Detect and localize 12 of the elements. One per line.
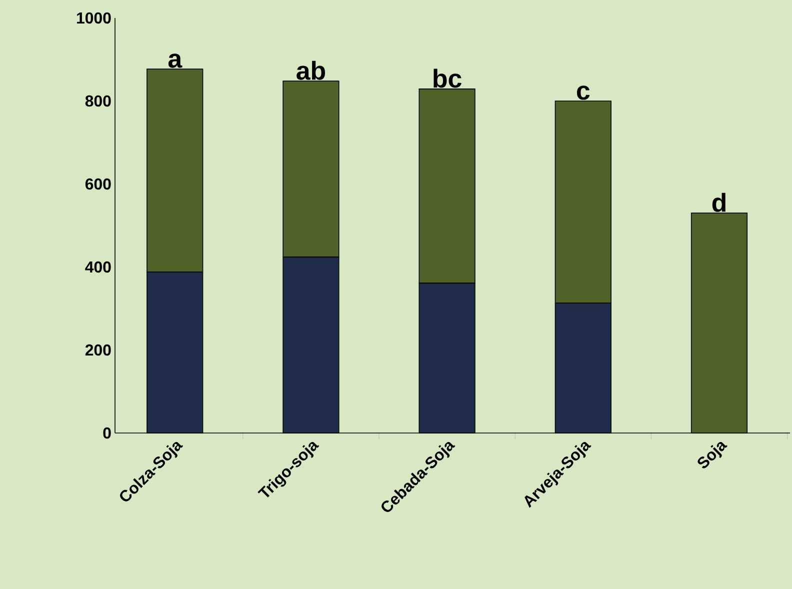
y-tick-label: 800 (85, 95, 111, 107)
y-tick-label: 400 (85, 261, 111, 273)
x-tick-label: Soja (698, 442, 728, 468)
annotation: a (168, 54, 182, 68)
annotation: ab (296, 60, 326, 80)
y-tick-label: 600 (85, 178, 111, 190)
y-tick-label: 1000 (77, 12, 111, 24)
y-tick-label: 200 (85, 344, 111, 356)
annotation: bc (434, 68, 462, 88)
annotation: d (712, 192, 726, 212)
y-tick-label: 0 (103, 427, 111, 439)
annotation: c (576, 86, 590, 100)
